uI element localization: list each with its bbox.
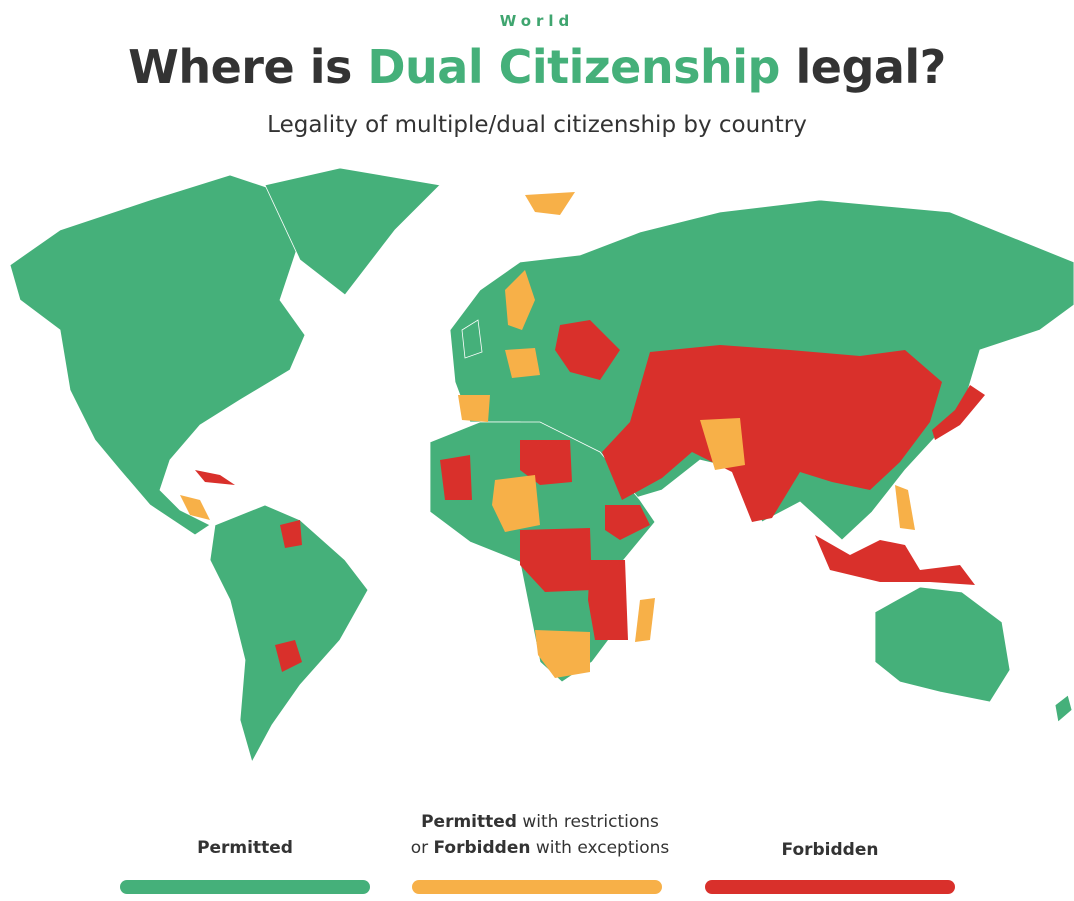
region-forbidden-paraguay — [275, 640, 302, 672]
region-forbidden-libya — [520, 440, 572, 485]
region-restricted-scandinavia — [505, 270, 535, 330]
legend-restricted-text: with restrictions — [516, 812, 659, 832]
region-forbidden-guyana — [280, 520, 302, 548]
region-restricted-madagascar — [635, 598, 655, 642]
map-kicker: World — [499, 12, 575, 30]
region-forbidden-east-africa — [588, 560, 628, 640]
region-restricted-southern-africa — [535, 630, 590, 678]
region-forbidden-japan — [932, 385, 985, 440]
region-north-america — [9, 174, 306, 536]
legend-bar-permitted — [120, 880, 370, 894]
region-restricted-nigeria-chad — [492, 475, 540, 532]
region-restricted-pakistan — [700, 418, 745, 470]
legend-restricted-pre: or — [410, 838, 434, 858]
region-forbidden-ethiopia — [605, 505, 650, 540]
title-highlight: Dual Citizenship — [367, 40, 780, 94]
legend-restricted-text2: with exceptions — [530, 838, 670, 858]
region-uk — [461, 319, 483, 359]
region-forbidden-cuba — [195, 470, 235, 485]
legend-permitted-label: Permitted — [197, 838, 293, 858]
legend-forbidden: Forbidden — [705, 837, 955, 863]
legend-forbidden-label: Forbidden — [781, 840, 879, 860]
region-restricted-svalbard — [525, 192, 575, 215]
region-restricted-spain — [458, 395, 490, 422]
legend-restricted: Permitted with restrictions or Forbidden… — [380, 809, 700, 861]
region-forbidden-indonesia — [815, 535, 975, 585]
legend-bar-forbidden — [705, 880, 955, 894]
region-restricted-philippines — [895, 485, 915, 530]
map-title: Where is Dual Citizenship legal? — [0, 40, 1074, 94]
legend-restricted-bold: Permitted — [421, 812, 517, 832]
title-post: legal? — [779, 40, 946, 94]
map-subtitle: Legality of multiple/dual citizenship by… — [267, 112, 807, 138]
legend-bar-restricted — [412, 880, 662, 894]
region-greenland — [264, 167, 441, 296]
region-forbidden-mali — [440, 455, 472, 500]
region-restricted-central-america — [180, 495, 210, 520]
region-forbidden-central-africa — [520, 528, 592, 592]
legend-restricted-bold2: Forbidden — [433, 838, 531, 858]
region-australia — [874, 586, 1011, 703]
legend-permitted: Permitted — [120, 835, 370, 861]
region-forbidden-asia — [602, 345, 942, 522]
region-south-america — [209, 504, 369, 764]
region-restricted-central-europe — [505, 348, 540, 378]
region-new-zealand — [1054, 694, 1073, 723]
world-map — [9, 167, 1074, 764]
title-pre: Where is — [128, 40, 368, 94]
region-forbidden-ukraine-belarus — [555, 320, 620, 380]
